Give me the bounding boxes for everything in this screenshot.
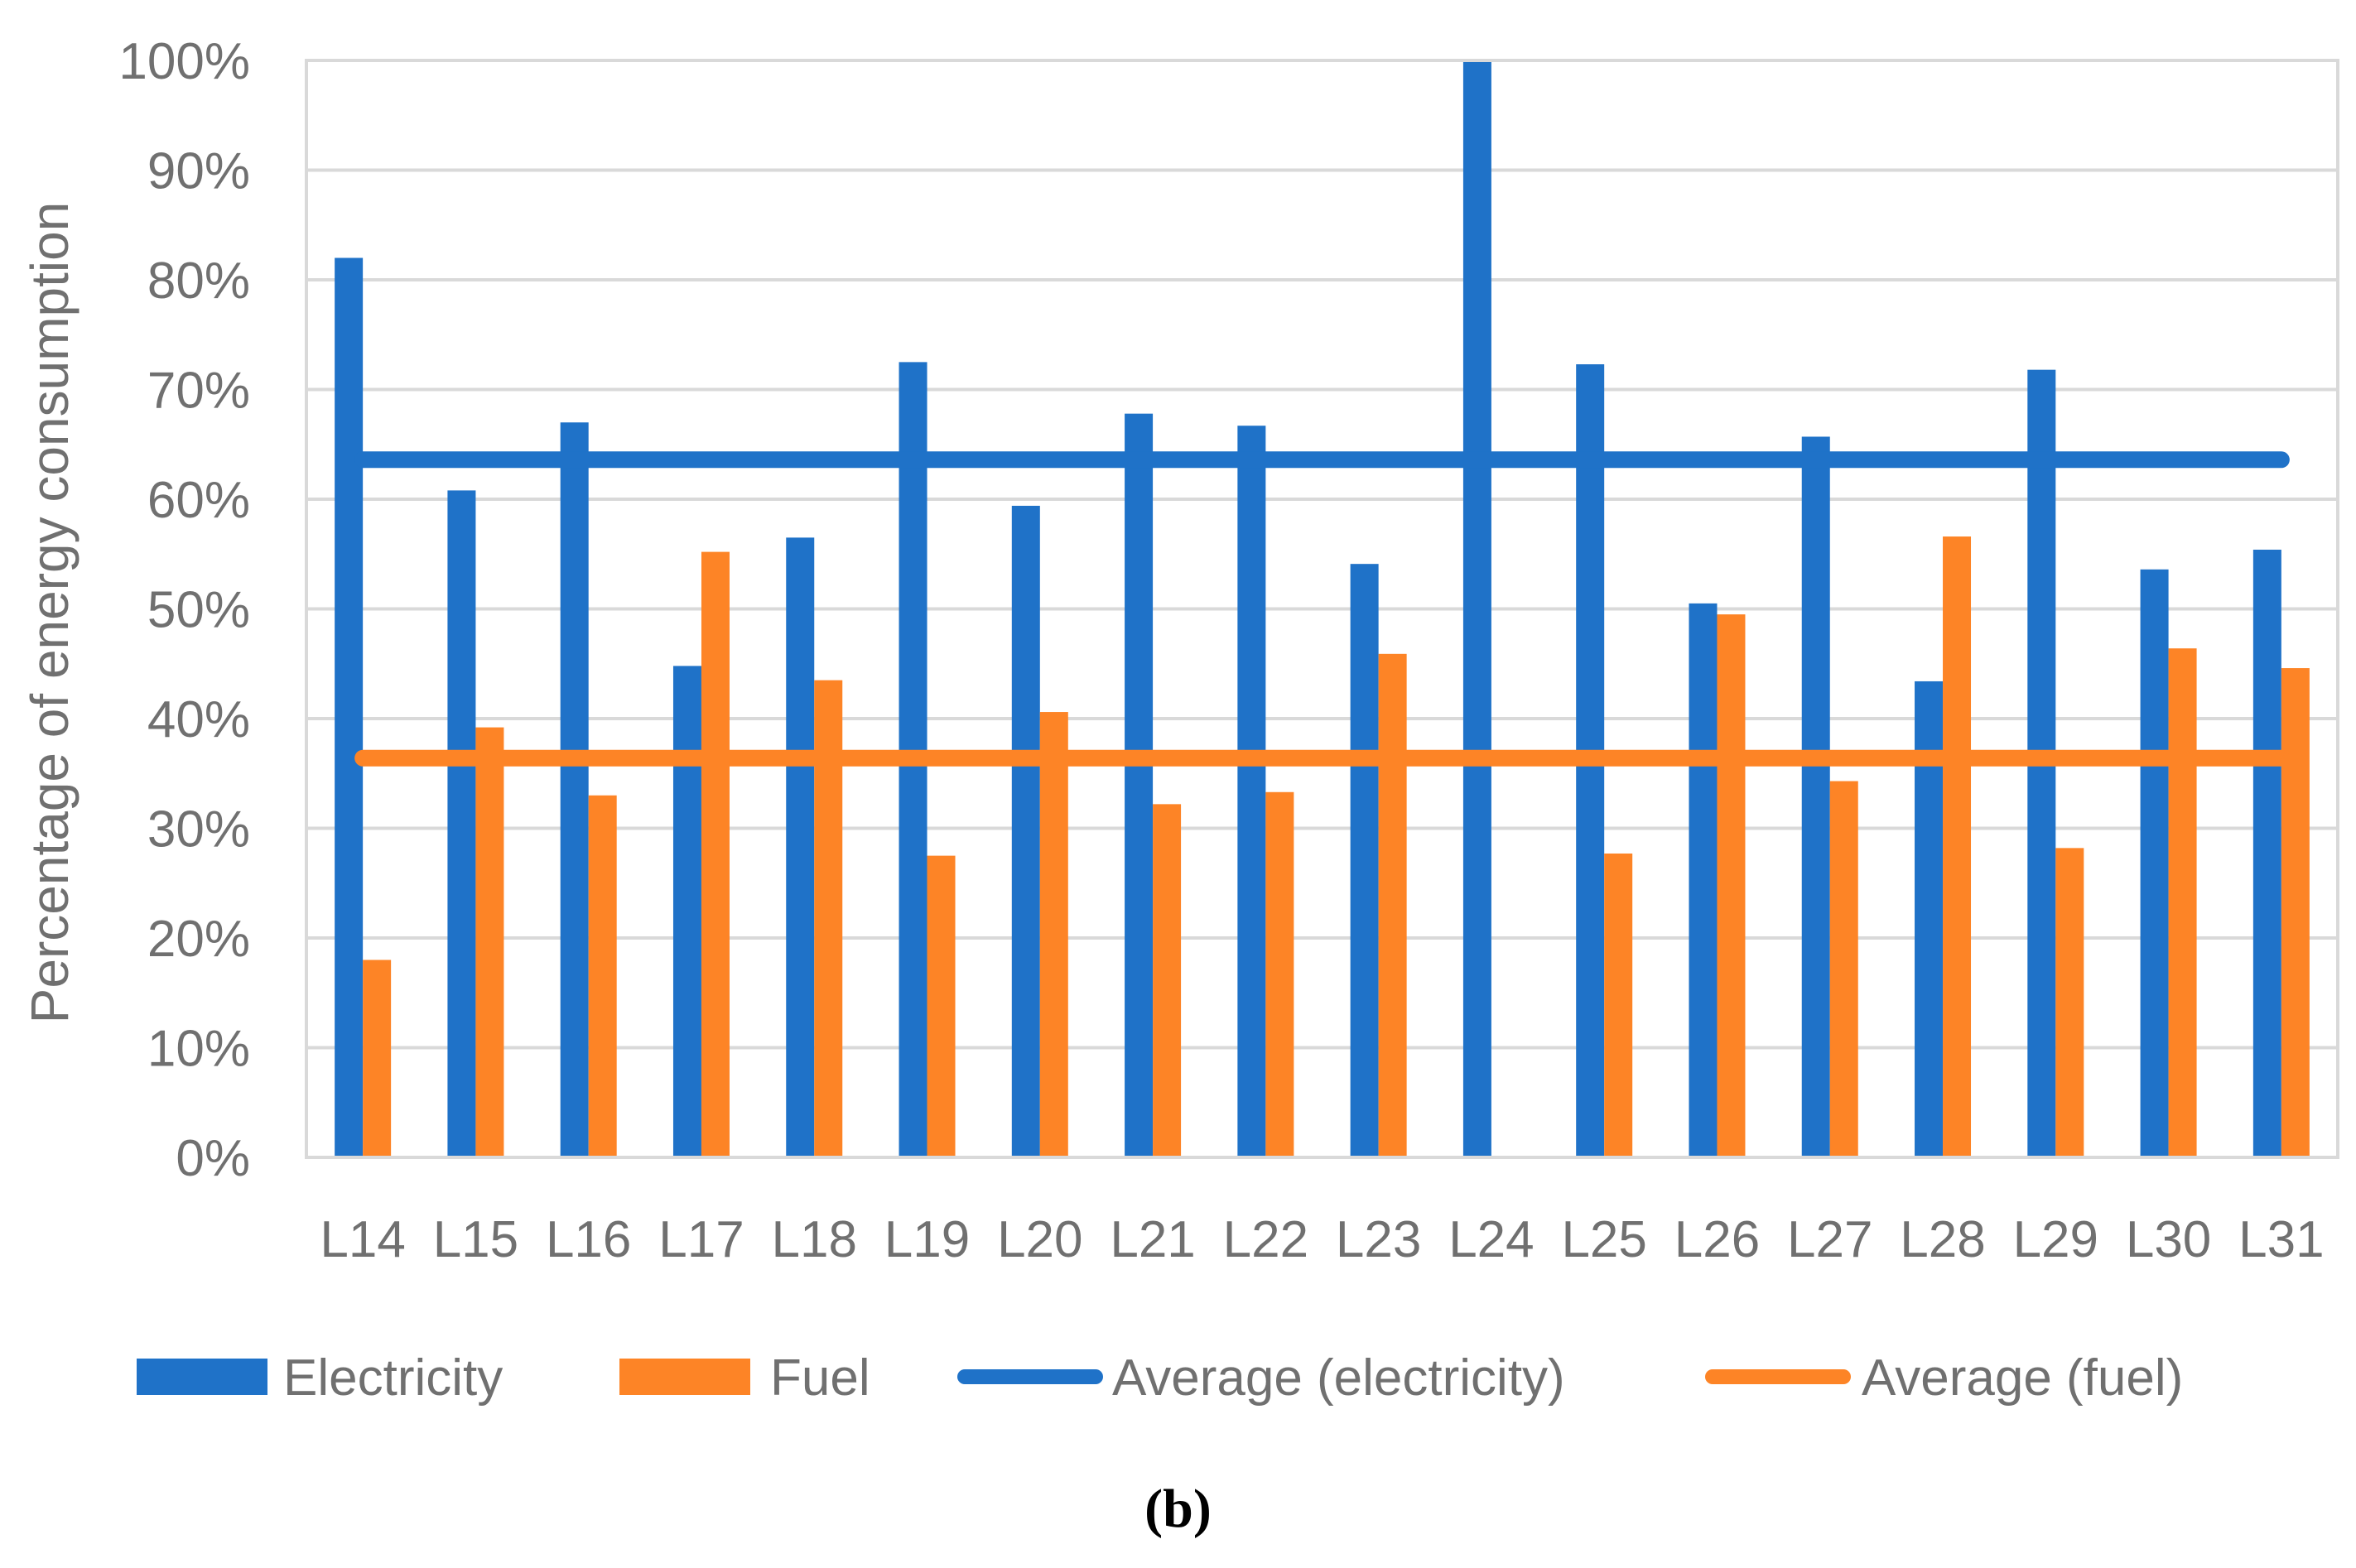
bar-electricity-l31 — [2252, 549, 2281, 1157]
x-tick-label: L15 — [433, 1211, 518, 1268]
bar-electricity-l16 — [560, 422, 589, 1157]
bar-fuel-l29 — [2055, 848, 2084, 1157]
x-tick-label: L21 — [1110, 1211, 1195, 1268]
bar-fuel-l20 — [1039, 712, 1068, 1157]
bar-electricity-l18 — [786, 537, 815, 1157]
bar-fuel-l25 — [1604, 853, 1633, 1157]
x-tick-label: L16 — [546, 1211, 631, 1268]
bar-fuel-l23 — [1378, 653, 1407, 1157]
legend-swatch — [137, 1359, 267, 1395]
bar-fuel-l15 — [475, 727, 504, 1157]
legend-label: Fuel — [770, 1349, 870, 1407]
y-tick-label: 90% — [147, 143, 250, 200]
bar-electricity-l15 — [447, 490, 476, 1157]
bar-electricity-l23 — [1350, 564, 1379, 1157]
bar-electricity-l17 — [672, 666, 701, 1157]
x-tick-label: L31 — [2238, 1211, 2324, 1268]
y-tick-label: 30% — [147, 801, 250, 859]
x-tick-label: L30 — [2126, 1211, 2211, 1268]
x-tick-label: L19 — [884, 1211, 970, 1268]
legend-item-average-electricity: Average (electricity) — [957, 1349, 1565, 1407]
y-axis-ticks: 0% 10% 20% 30% 40% 50% 60% 70% 80% 90% 100% — [118, 33, 250, 1187]
legend-item-fuel: Fuel — [619, 1349, 870, 1407]
x-tick-label: L27 — [1787, 1211, 1872, 1268]
x-tick-label: L17 — [658, 1211, 744, 1268]
x-tick-label: L14 — [320, 1211, 405, 1268]
y-tick-label: 20% — [147, 911, 250, 968]
y-tick-label: 100% — [118, 33, 250, 90]
y-tick-label: 40% — [147, 691, 250, 748]
x-tick-label: L26 — [1674, 1211, 1760, 1268]
plot-border — [305, 59, 2339, 1159]
bar-electricity-l26 — [1689, 603, 1718, 1157]
x-tick-label: L25 — [1561, 1211, 1646, 1268]
plot-frame — [305, 59, 2339, 1159]
average-lines — [354, 451, 2290, 767]
bar-electricity-l21 — [1125, 413, 1154, 1157]
x-axis-labels: L14 L15 L16 L17 L18 L19 L20 L21 L22 L23 L24 L25 L26 L… — [320, 1211, 2324, 1268]
x-tick-label: L18 — [772, 1211, 857, 1268]
legend: Electricity Fuel Average (electricity) Aver… — [137, 1349, 2183, 1407]
bar-fuel-l28 — [1943, 536, 1972, 1157]
bar-fuel-l17 — [701, 551, 730, 1157]
x-tick-label: L23 — [1336, 1211, 1421, 1268]
figure-caption: (b) — [1144, 1479, 1212, 1539]
legend-label: Electricity — [283, 1349, 503, 1407]
bar-electricity-l24 — [1462, 60, 1491, 1157]
bar-fuel-l26 — [1717, 614, 1746, 1157]
bar-fuel-l16 — [588, 795, 617, 1157]
y-tick-label: 60% — [147, 472, 250, 529]
bar-fuel-l21 — [1153, 804, 1182, 1157]
legend-label: Average (electricity) — [1112, 1349, 1565, 1407]
x-tick-label: L24 — [1448, 1211, 1534, 1268]
legend-swatch — [619, 1359, 750, 1395]
x-tick-label: L28 — [1900, 1211, 1985, 1268]
y-tick-label: 80% — [147, 253, 250, 310]
y-tick-label: 10% — [147, 1021, 250, 1078]
bar-fuel-l19 — [927, 855, 956, 1157]
bar-electricity-l14 — [335, 257, 364, 1157]
bar-fuel-l14 — [363, 960, 392, 1157]
bar-fuel-l27 — [1829, 781, 1858, 1157]
y-axis-title: Percentage of energy consumption — [20, 202, 79, 1024]
y-tick-label: 50% — [147, 582, 250, 639]
x-tick-label: L29 — [2013, 1211, 2098, 1268]
y-tick-label: 70% — [147, 363, 250, 420]
x-tick-label: L22 — [1223, 1211, 1308, 1268]
bar-electricity-l22 — [1237, 426, 1266, 1157]
legend-item-electricity: Electricity — [137, 1349, 503, 1407]
bar-electricity-l30 — [2140, 569, 2169, 1157]
bar-fuel-l31 — [2281, 668, 2310, 1157]
bar-fuel-l30 — [2168, 648, 2197, 1157]
bar-electricity-l20 — [1011, 505, 1040, 1157]
y-tick-label: 0% — [176, 1130, 250, 1187]
x-tick-label: L20 — [997, 1211, 1082, 1268]
legend-label: Average (fuel) — [1862, 1349, 2183, 1407]
bar-fuel-l22 — [1265, 791, 1294, 1157]
legend-item-average-fuel: Average (fuel) — [1705, 1349, 2183, 1407]
bar-electricity-l27 — [1801, 436, 1830, 1157]
